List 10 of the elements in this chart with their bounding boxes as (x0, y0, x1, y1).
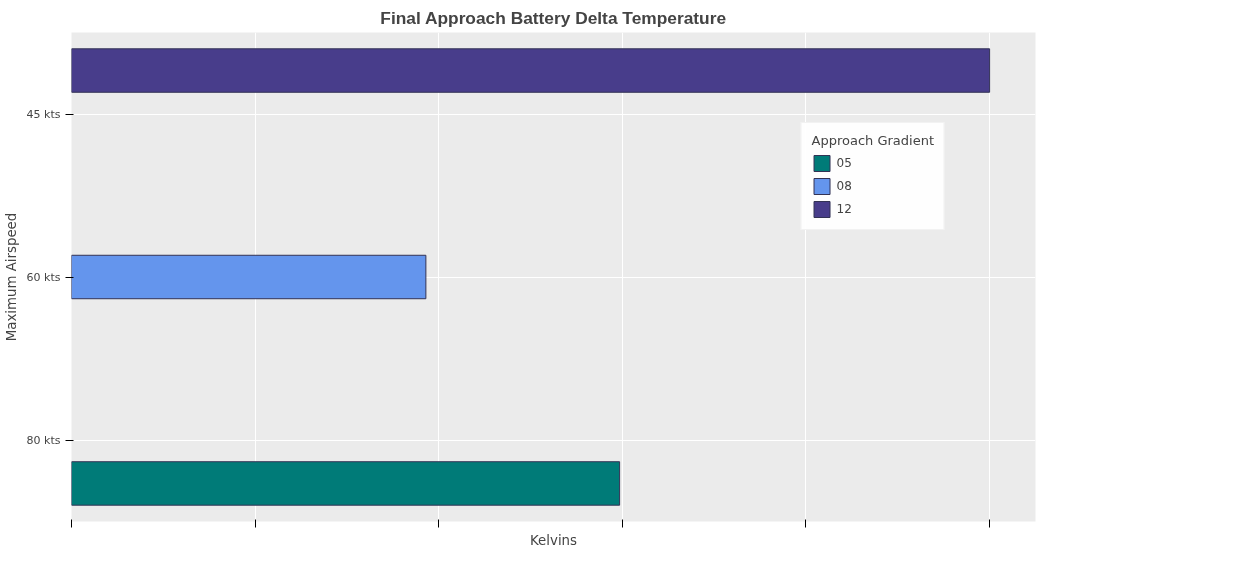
x-axis-title: Kelvins (530, 532, 578, 548)
legend-label: 08 (836, 179, 853, 193)
chart-title: Final Approach Battery Delta Temperature (380, 7, 727, 28)
y-tick-label: 80 kts (26, 433, 61, 447)
legend-label: 05 (836, 156, 853, 170)
y-tick-label: 45 kts (26, 107, 61, 121)
y-tick-label: 60 kts (26, 270, 61, 284)
legend-label: 12 (836, 202, 853, 216)
legend-title: Approach Gradient (811, 133, 934, 148)
y-axis-title: Maximum Airspeed (3, 212, 19, 342)
